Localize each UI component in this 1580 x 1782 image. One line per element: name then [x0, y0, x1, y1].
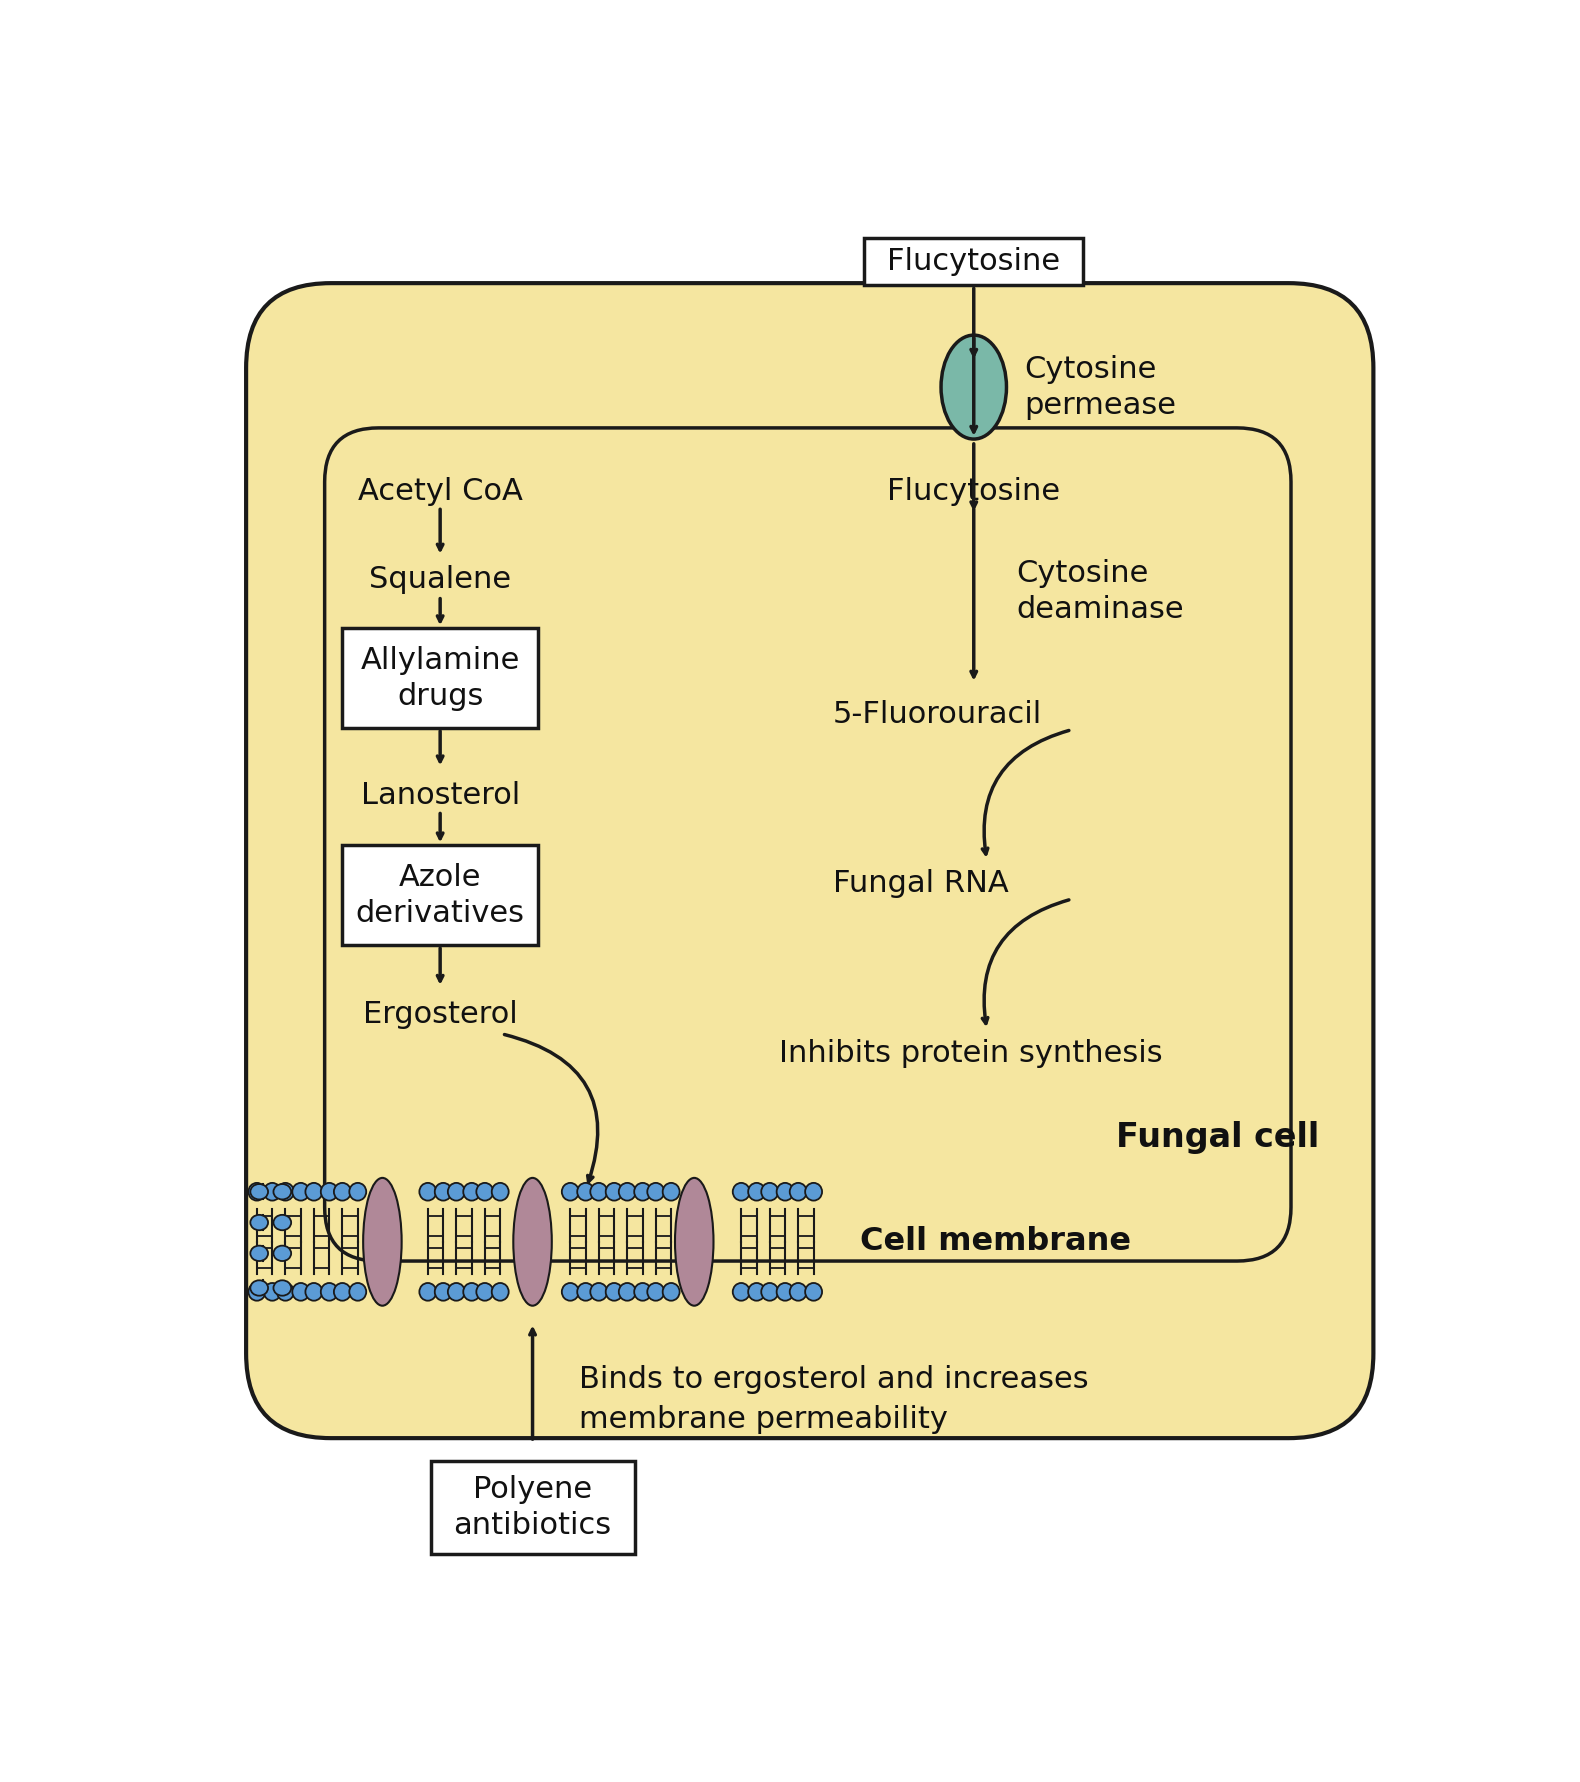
Ellipse shape	[292, 1283, 310, 1301]
Text: Binds to ergosterol and increases
membrane permeability: Binds to ergosterol and increases membra…	[578, 1365, 1089, 1435]
Ellipse shape	[273, 1279, 291, 1296]
Ellipse shape	[491, 1183, 509, 1201]
Text: Fungal cell: Fungal cell	[1115, 1121, 1319, 1155]
Ellipse shape	[476, 1283, 493, 1301]
Ellipse shape	[662, 1283, 679, 1301]
Ellipse shape	[790, 1183, 807, 1201]
Ellipse shape	[749, 1183, 765, 1201]
Ellipse shape	[447, 1283, 465, 1301]
Ellipse shape	[276, 1183, 294, 1201]
Ellipse shape	[349, 1283, 367, 1301]
Ellipse shape	[333, 1183, 351, 1201]
Ellipse shape	[675, 1178, 714, 1306]
Ellipse shape	[562, 1283, 578, 1301]
Ellipse shape	[264, 1183, 281, 1201]
Ellipse shape	[273, 1183, 291, 1199]
FancyBboxPatch shape	[341, 845, 539, 944]
FancyBboxPatch shape	[430, 1461, 635, 1554]
Ellipse shape	[363, 1178, 401, 1306]
Ellipse shape	[619, 1283, 635, 1301]
Text: Azole
derivatives: Azole derivatives	[356, 862, 525, 928]
Ellipse shape	[648, 1283, 664, 1301]
Ellipse shape	[333, 1283, 351, 1301]
Ellipse shape	[733, 1183, 749, 1201]
Ellipse shape	[733, 1283, 749, 1301]
Ellipse shape	[273, 1246, 291, 1262]
Text: Acetyl CoA: Acetyl CoA	[357, 476, 523, 506]
Ellipse shape	[634, 1283, 651, 1301]
Ellipse shape	[577, 1183, 594, 1201]
Ellipse shape	[463, 1183, 480, 1201]
Ellipse shape	[305, 1283, 322, 1301]
Ellipse shape	[562, 1183, 578, 1201]
Ellipse shape	[321, 1283, 338, 1301]
Ellipse shape	[591, 1183, 607, 1201]
Ellipse shape	[435, 1183, 452, 1201]
Ellipse shape	[321, 1183, 338, 1201]
Ellipse shape	[491, 1283, 509, 1301]
FancyBboxPatch shape	[246, 283, 1373, 1438]
Text: Lanosterol: Lanosterol	[360, 781, 520, 809]
Text: Cytosine
deaminase: Cytosine deaminase	[1016, 560, 1183, 624]
Ellipse shape	[419, 1283, 436, 1301]
Ellipse shape	[447, 1183, 465, 1201]
Text: 5-Fluorouracil: 5-Fluorouracil	[833, 700, 1043, 729]
Text: Cytosine
permease: Cytosine permease	[1024, 355, 1176, 419]
Ellipse shape	[292, 1183, 310, 1201]
Ellipse shape	[476, 1183, 493, 1201]
Ellipse shape	[605, 1283, 623, 1301]
Ellipse shape	[305, 1183, 322, 1201]
Ellipse shape	[248, 1183, 265, 1201]
Ellipse shape	[250, 1246, 269, 1262]
Ellipse shape	[790, 1283, 807, 1301]
Ellipse shape	[749, 1283, 765, 1301]
Ellipse shape	[777, 1183, 793, 1201]
Ellipse shape	[577, 1283, 594, 1301]
Ellipse shape	[942, 335, 1006, 438]
Ellipse shape	[349, 1183, 367, 1201]
Ellipse shape	[514, 1178, 551, 1306]
Ellipse shape	[276, 1283, 294, 1301]
Ellipse shape	[662, 1183, 679, 1201]
Ellipse shape	[248, 1283, 265, 1301]
Ellipse shape	[250, 1215, 269, 1230]
Ellipse shape	[619, 1183, 635, 1201]
Ellipse shape	[273, 1215, 291, 1230]
FancyBboxPatch shape	[324, 428, 1291, 1262]
Text: Cell membrane: Cell membrane	[860, 1226, 1131, 1258]
Text: Allylamine
drugs: Allylamine drugs	[360, 645, 520, 711]
Ellipse shape	[634, 1183, 651, 1201]
Ellipse shape	[605, 1183, 623, 1201]
Text: Inhibits protein synthesis: Inhibits protein synthesis	[779, 1039, 1163, 1067]
Ellipse shape	[762, 1283, 779, 1301]
Ellipse shape	[419, 1183, 436, 1201]
Ellipse shape	[806, 1183, 822, 1201]
Text: Ergosterol: Ergosterol	[363, 1000, 518, 1030]
Ellipse shape	[463, 1283, 480, 1301]
Ellipse shape	[435, 1283, 452, 1301]
Ellipse shape	[777, 1283, 793, 1301]
Text: Fungal RNA: Fungal RNA	[833, 870, 1008, 898]
Ellipse shape	[648, 1183, 664, 1201]
Text: Flucytosine: Flucytosine	[886, 248, 1060, 276]
Ellipse shape	[264, 1283, 281, 1301]
Ellipse shape	[806, 1283, 822, 1301]
Text: Polyene
antibiotics: Polyene antibiotics	[453, 1475, 611, 1540]
FancyBboxPatch shape	[864, 239, 1084, 285]
Ellipse shape	[762, 1183, 779, 1201]
Text: Flucytosine: Flucytosine	[888, 476, 1060, 506]
Ellipse shape	[250, 1183, 269, 1199]
Ellipse shape	[250, 1279, 269, 1296]
Text: Squalene: Squalene	[370, 565, 512, 593]
FancyBboxPatch shape	[341, 627, 539, 729]
Ellipse shape	[591, 1283, 607, 1301]
